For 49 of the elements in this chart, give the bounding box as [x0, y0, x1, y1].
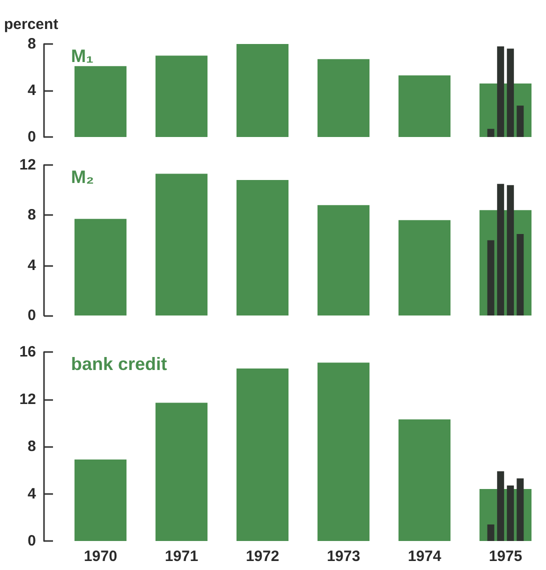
bar	[156, 402, 208, 541]
bar	[398, 75, 450, 137]
x-tick-label: 1972	[246, 548, 280, 565]
bar	[506, 185, 514, 316]
chart-title: M₁	[71, 46, 94, 66]
x-tick-label: 1970	[84, 548, 118, 565]
y-tick-label: 8	[28, 438, 36, 455]
y-tick-label: 4	[28, 82, 37, 99]
bar	[318, 205, 370, 316]
bar	[398, 220, 450, 316]
x-tick-label: 1971	[164, 548, 198, 565]
y-tick-label: 4	[28, 485, 37, 502]
y-tick-label: 0	[28, 532, 36, 550]
y-tick-label: 8	[28, 36, 36, 52]
bar	[516, 478, 524, 541]
y-axis-title: percent	[4, 16, 58, 33]
y-tick-label: 0	[28, 307, 36, 324]
bar	[497, 46, 504, 137]
bar	[236, 368, 288, 541]
bar	[506, 48, 514, 137]
x-tick-label: 1974	[408, 548, 442, 565]
bar	[318, 362, 370, 541]
bar	[74, 66, 126, 137]
y-tick-label: 12	[19, 390, 36, 408]
bar	[318, 59, 370, 137]
bar	[487, 128, 494, 137]
bar	[74, 218, 126, 316]
bar	[156, 174, 208, 316]
chart-title: M₂	[71, 167, 94, 187]
x-tick-label: 1975	[488, 548, 522, 565]
bar	[398, 419, 450, 541]
chart-title: bank credit	[71, 354, 168, 374]
bar	[487, 524, 494, 541]
y-tick-label: 12	[19, 156, 36, 174]
bar	[236, 44, 288, 137]
y-tick-label: 8	[28, 206, 36, 224]
bar	[497, 471, 504, 541]
bar	[74, 459, 126, 541]
bar	[236, 180, 288, 316]
bar	[487, 240, 494, 316]
bar	[156, 56, 208, 137]
bar	[516, 106, 524, 137]
y-tick-label: 0	[28, 128, 36, 146]
x-tick-label: 1973	[326, 548, 360, 565]
bar	[516, 234, 524, 316]
y-tick-label: 16	[19, 344, 36, 360]
bar	[497, 184, 504, 316]
y-tick-label: 4	[28, 256, 37, 274]
bar	[506, 485, 514, 541]
